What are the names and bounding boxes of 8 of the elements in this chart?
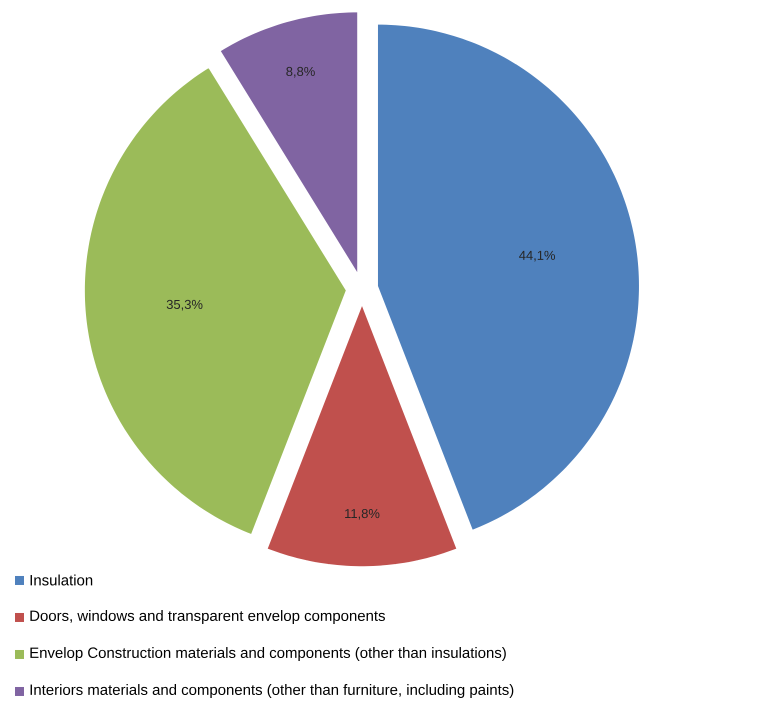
legend-label: Insulation bbox=[30, 574, 92, 586]
legend-label: Doors, windows and transparent envelop components bbox=[30, 610, 385, 624]
data-label: 44,1% bbox=[519, 250, 556, 262]
data-label: 8,8% bbox=[286, 66, 315, 78]
legend-label: Envelop Construction materials and components (other than insulations) bbox=[30, 647, 506, 661]
data-label: 11,8% bbox=[345, 508, 380, 520]
data-label: 35,3% bbox=[166, 300, 202, 311]
legend-label: Interiors materials and components (other than furniture, including paints) bbox=[30, 684, 514, 698]
